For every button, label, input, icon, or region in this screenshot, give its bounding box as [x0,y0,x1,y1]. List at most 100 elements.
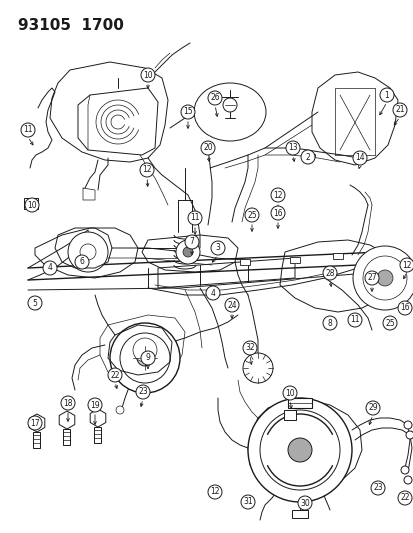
Text: 31: 31 [242,497,252,506]
Circle shape [376,270,392,286]
Circle shape [28,416,42,430]
Circle shape [282,386,296,400]
Text: 12: 12 [401,261,411,270]
Circle shape [136,385,150,399]
Text: 16: 16 [273,208,282,217]
Text: 3: 3 [215,244,220,253]
Circle shape [21,123,35,137]
Circle shape [392,103,406,117]
Circle shape [116,406,124,414]
Circle shape [206,286,219,300]
Circle shape [352,246,413,310]
Circle shape [224,298,238,312]
Text: 18: 18 [63,399,73,408]
Circle shape [108,368,122,382]
Text: 23: 23 [138,387,147,397]
Circle shape [242,353,272,383]
Text: 17: 17 [30,418,40,427]
Text: 4: 4 [210,288,215,297]
Text: 20: 20 [203,143,212,152]
FancyBboxPatch shape [24,198,38,209]
Text: 28: 28 [325,269,334,278]
Text: 21: 21 [394,106,404,115]
Text: 12: 12 [210,488,219,497]
Circle shape [28,296,42,310]
Circle shape [88,398,102,412]
Circle shape [271,206,284,220]
Circle shape [259,410,339,490]
Circle shape [185,235,199,249]
Text: 16: 16 [399,303,409,312]
Circle shape [223,98,236,112]
Circle shape [365,401,379,415]
Text: 14: 14 [354,154,364,163]
Circle shape [370,481,384,495]
Circle shape [43,261,57,275]
Circle shape [140,163,154,177]
Circle shape [244,208,259,222]
Text: 12: 12 [142,166,152,174]
Circle shape [183,247,192,257]
Text: 26: 26 [210,93,219,102]
Circle shape [207,485,221,499]
Circle shape [110,323,180,393]
Circle shape [382,316,396,330]
Circle shape [188,211,202,225]
Text: 29: 29 [367,403,377,413]
Circle shape [405,431,413,439]
Text: 11: 11 [190,214,199,222]
Text: 30: 30 [299,498,309,507]
FancyBboxPatch shape [332,253,342,259]
Text: 23: 23 [372,483,382,492]
Circle shape [403,421,411,429]
Text: 25: 25 [384,319,394,327]
Circle shape [180,105,195,119]
Text: 11: 11 [349,316,359,325]
Circle shape [141,351,154,365]
Text: 6: 6 [79,257,84,266]
Text: 11: 11 [23,125,33,134]
Text: 1: 1 [384,91,389,100]
Circle shape [364,271,378,285]
Circle shape [141,68,154,82]
Text: 12: 12 [273,190,282,199]
Circle shape [300,150,314,164]
Text: 10: 10 [27,200,37,209]
Circle shape [80,244,96,260]
Circle shape [397,491,411,505]
Text: 32: 32 [244,343,254,352]
Circle shape [247,398,351,502]
Ellipse shape [194,83,266,141]
Circle shape [120,333,170,383]
Circle shape [176,240,199,264]
FancyBboxPatch shape [33,432,40,448]
FancyBboxPatch shape [287,398,311,408]
Text: 9: 9 [145,353,150,362]
Text: 2: 2 [305,152,310,161]
Circle shape [133,338,157,362]
Text: 8: 8 [327,319,332,327]
FancyBboxPatch shape [63,429,70,445]
Circle shape [399,258,413,272]
Text: 5: 5 [33,298,37,308]
Circle shape [287,438,311,462]
Circle shape [211,241,224,255]
Text: 7: 7 [189,238,194,246]
Text: 10: 10 [285,389,294,398]
Circle shape [25,198,39,212]
Circle shape [242,341,256,355]
Circle shape [201,141,214,155]
Text: 13: 13 [287,143,297,152]
FancyBboxPatch shape [240,259,249,265]
Text: 24: 24 [227,301,236,310]
FancyBboxPatch shape [283,410,295,420]
Text: 10: 10 [143,70,152,79]
Circle shape [397,301,411,315]
Circle shape [68,232,108,272]
Text: 22: 22 [110,370,119,379]
Circle shape [400,466,408,474]
Circle shape [297,496,311,510]
Circle shape [379,88,393,102]
Circle shape [322,316,336,330]
Circle shape [322,266,336,280]
